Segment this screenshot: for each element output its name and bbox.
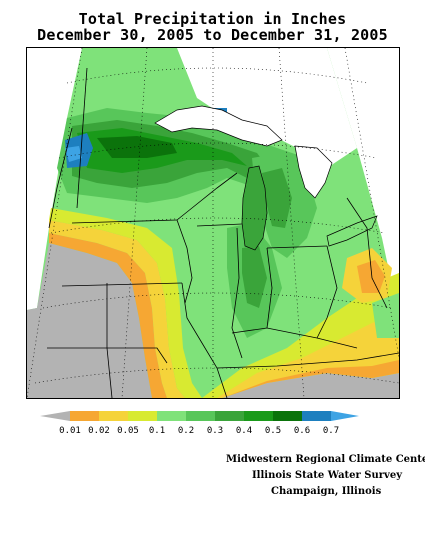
map-canvas (27, 48, 399, 398)
band-0.1-west (49, 208, 202, 398)
legend-arrow-high (331, 411, 359, 421)
boundary-il-in (231, 227, 243, 359)
legend-tick-label: 0.3 (206, 426, 224, 436)
lake-erie (326, 215, 378, 247)
lake-michigan (241, 165, 268, 251)
band-0.05-west (49, 220, 185, 398)
boundary-wi-il (196, 223, 243, 227)
boundary-ks-ok (47, 347, 168, 364)
out-of-domain-left (27, 48, 82, 310)
lake-superior (154, 105, 283, 147)
band-0.4-central (242, 246, 267, 308)
credit-survey: Illinois State Water Survey (252, 470, 403, 481)
boundary-ky-north (231, 327, 358, 349)
credit-location: Champaign, Illinois (271, 486, 382, 497)
boundary-wi-mn (176, 172, 238, 221)
legend-tick-label: 0.01 (59, 426, 81, 436)
state-boundaries (47, 67, 399, 398)
boundary-in-oh (266, 247, 273, 329)
lake-huron (294, 145, 333, 199)
band-0.02-west (49, 233, 167, 398)
boundary-oh-wv (316, 245, 338, 339)
legend-swatch (99, 411, 128, 421)
boundary-mo-il (181, 282, 228, 398)
legend-arrow-low (40, 411, 70, 421)
legend-tick-label: 0.4 (235, 426, 253, 436)
boundary-pa-wv (346, 197, 388, 309)
precipitation-map (26, 47, 400, 399)
map-title-line-2: December 30, 2005 to December 31, 2005 (37, 26, 388, 44)
legend-tick-label: 0.2 (177, 426, 195, 436)
legend-tick-label: 0.6 (293, 426, 311, 436)
out-of-domain-right (327, 48, 399, 318)
boundary-mi-in-oh (266, 245, 328, 249)
boundary-sd-west (48, 127, 73, 229)
boundary-mo-ia (61, 282, 183, 287)
boundary-ky-tn (216, 352, 399, 369)
color-legend (40, 411, 359, 421)
band-over-0.7-minnesota (65, 146, 82, 162)
map-title-line-1: Total Precipitation in Inches (78, 10, 347, 28)
band-0.2-east (372, 293, 399, 338)
legend-swatch (128, 411, 157, 421)
trace-region-south (222, 373, 399, 398)
legend-swatch (70, 411, 99, 421)
legend-tick-label: 0.5 (264, 426, 282, 436)
boundary-ia-il (176, 219, 193, 304)
legend-tick-label: 0.7 (322, 426, 340, 436)
band-0.05-southeast (217, 313, 399, 398)
legend-swatch (157, 411, 186, 421)
legend-swatch (186, 411, 215, 421)
legend-swatch (302, 411, 331, 421)
legend-swatch (215, 411, 244, 421)
legend-swatch (244, 411, 273, 421)
legend-tick-label: 0.1 (148, 426, 166, 436)
boundary-nd-mn (76, 67, 88, 209)
legend-swatch (273, 411, 302, 421)
legend-tick-label: 0.05 (117, 426, 139, 436)
legend-tick-label: 0.02 (88, 426, 110, 436)
boundary-ks-mo (106, 283, 113, 398)
band-0.02-southeast (222, 360, 399, 398)
boundary-ia-mn (71, 219, 178, 224)
band-0.02-ohio (357, 260, 385, 293)
band-0.6-north (97, 136, 177, 158)
trace-region-west (27, 243, 152, 398)
credit-organization: Midwestern Regional Climate Center (226, 454, 425, 465)
canada-blank-area (177, 48, 357, 168)
lat-lon-grid (27, 48, 399, 398)
band-0.4-michigan (262, 168, 292, 228)
